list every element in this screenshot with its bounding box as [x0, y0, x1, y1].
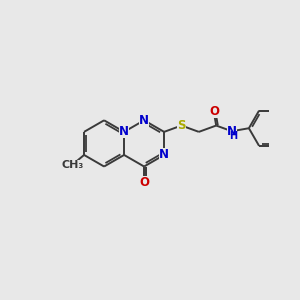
- Text: H: H: [229, 131, 237, 141]
- Text: S: S: [177, 119, 186, 132]
- Text: O: O: [139, 176, 149, 189]
- Text: N: N: [159, 148, 169, 161]
- Text: N: N: [139, 114, 149, 127]
- Text: N: N: [227, 125, 237, 138]
- Text: O: O: [209, 105, 219, 118]
- Text: N: N: [119, 125, 129, 138]
- Text: CH₃: CH₃: [61, 160, 84, 170]
